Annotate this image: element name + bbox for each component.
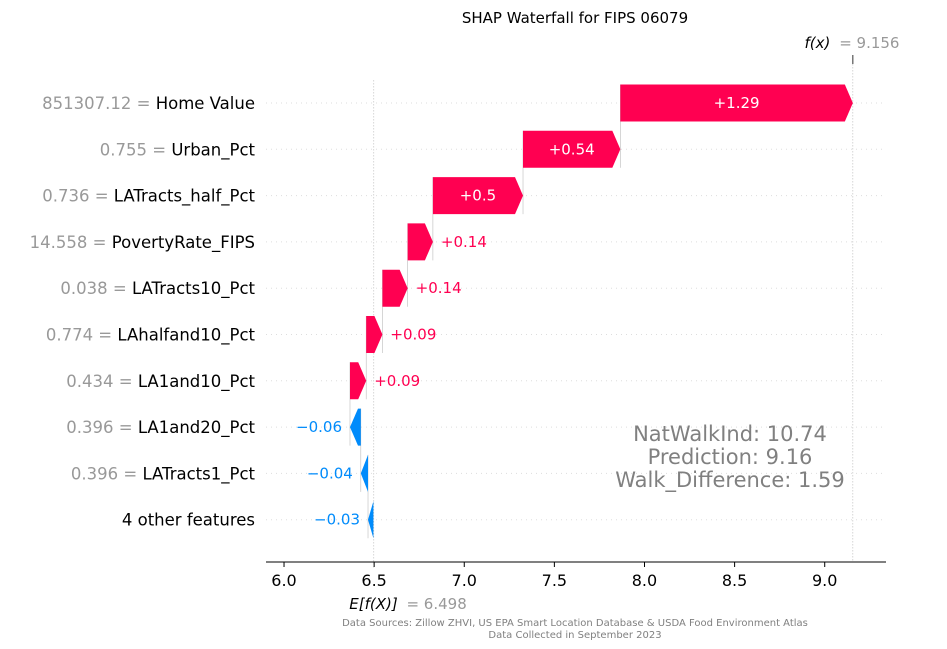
fx-function: f(x) xyxy=(805,34,831,52)
x-tick-label: 7.5 xyxy=(542,571,567,590)
bar-value-label: −0.06 xyxy=(296,418,342,436)
annotation-line: Walk_Difference: 1.59 xyxy=(615,468,845,493)
feature-label: 851307.12 = Home Value xyxy=(42,94,255,113)
bar-value-label: +1.29 xyxy=(714,94,760,112)
annotation-line: Prediction: 9.16 xyxy=(648,445,813,469)
feature-label: 4 other features xyxy=(122,511,255,530)
waterfall-bar xyxy=(432,177,524,215)
waterfall-bar xyxy=(382,269,408,307)
feature-label: 0.434 = LA1and10_Pct xyxy=(66,372,255,392)
feature-label: 0.774 = LAhalfand10_Pct xyxy=(46,326,256,346)
annotation-line: NatWalkInd: 10.74 xyxy=(633,422,827,446)
bar-value-label: +0.14 xyxy=(416,279,462,297)
waterfall-bar xyxy=(349,408,361,446)
bars: +1.29 +0.54 +0.5 +0.14 +0.14 +0.09 +0.09 −0.06 −… xyxy=(296,84,853,539)
feature-label: 14.558 = PovertyRate_FIPS xyxy=(30,233,255,253)
waterfall-bar xyxy=(368,501,374,539)
svg-text:f(x) = 9.156: f(x) = 9.156 xyxy=(805,34,900,52)
fx-label: f(x) = 9.156 xyxy=(805,34,900,52)
feature-label: 0.736 = LATracts_half_Pct xyxy=(42,187,255,207)
x-tick-label: 6.5 xyxy=(361,571,386,590)
feature-label: 0.396 = LATracts1_Pct xyxy=(71,464,256,484)
bar-value-label: +0.54 xyxy=(549,140,595,158)
base-function: E[f(X)] xyxy=(349,595,398,613)
waterfall-bar xyxy=(366,316,383,353)
bar-value-label: +0.09 xyxy=(390,326,436,344)
waterfall-bar xyxy=(620,84,853,122)
x-tick-label: 7.0 xyxy=(452,571,477,590)
bar-value-label: +0.5 xyxy=(460,187,496,205)
waterfall-bar xyxy=(407,223,433,261)
chart-title: SHAP Waterfall for FIPS 06079 xyxy=(462,9,688,27)
feature-label: 0.755 = Urban_Pct xyxy=(100,140,256,160)
fx-value: = 9.156 xyxy=(839,34,899,52)
footer-sources: Data Sources: Zillow ZHVI, US EPA Smart … xyxy=(342,618,808,629)
footer: Data Sources: Zillow ZHVI, US EPA Smart … xyxy=(342,618,808,641)
base-value: = 6.498 xyxy=(406,595,466,613)
bar-value-label: −0.03 xyxy=(314,511,360,529)
waterfall-bar xyxy=(523,130,621,168)
feature-label: 0.396 = LA1and20_Pct xyxy=(66,418,255,438)
x-tick-label: 6.0 xyxy=(271,571,296,590)
feature-labels: 851307.12 = Home Value 0.755 = Urban_Pct 0… xyxy=(30,94,256,530)
x-tick-label: 9.0 xyxy=(812,571,837,590)
bar-value-label: +0.14 xyxy=(441,233,487,251)
annotation-box: NatWalkInd: 10.74 Prediction: 9.16 Walk_… xyxy=(615,422,845,493)
x-tick-label: 8.5 xyxy=(722,571,747,590)
bar-value-label: −0.04 xyxy=(307,464,353,482)
svg-text:E[f(X)] = 6.498: E[f(X)] = 6.498 xyxy=(349,595,467,613)
x-axis: 6.0 6.5 7.0 7.5 8.0 8.5 9.0 xyxy=(266,561,886,590)
waterfall-bar xyxy=(360,454,369,492)
x-tick-label: 8.0 xyxy=(632,571,657,590)
waterfall-bar xyxy=(349,362,367,400)
base-value-label: E[f(X)] = 6.498 xyxy=(349,595,467,613)
feature-label: 0.038 = LATracts10_Pct xyxy=(60,279,255,299)
footer-collected: Data Collected in September 2023 xyxy=(488,630,661,641)
bar-value-label: +0.09 xyxy=(374,372,420,390)
